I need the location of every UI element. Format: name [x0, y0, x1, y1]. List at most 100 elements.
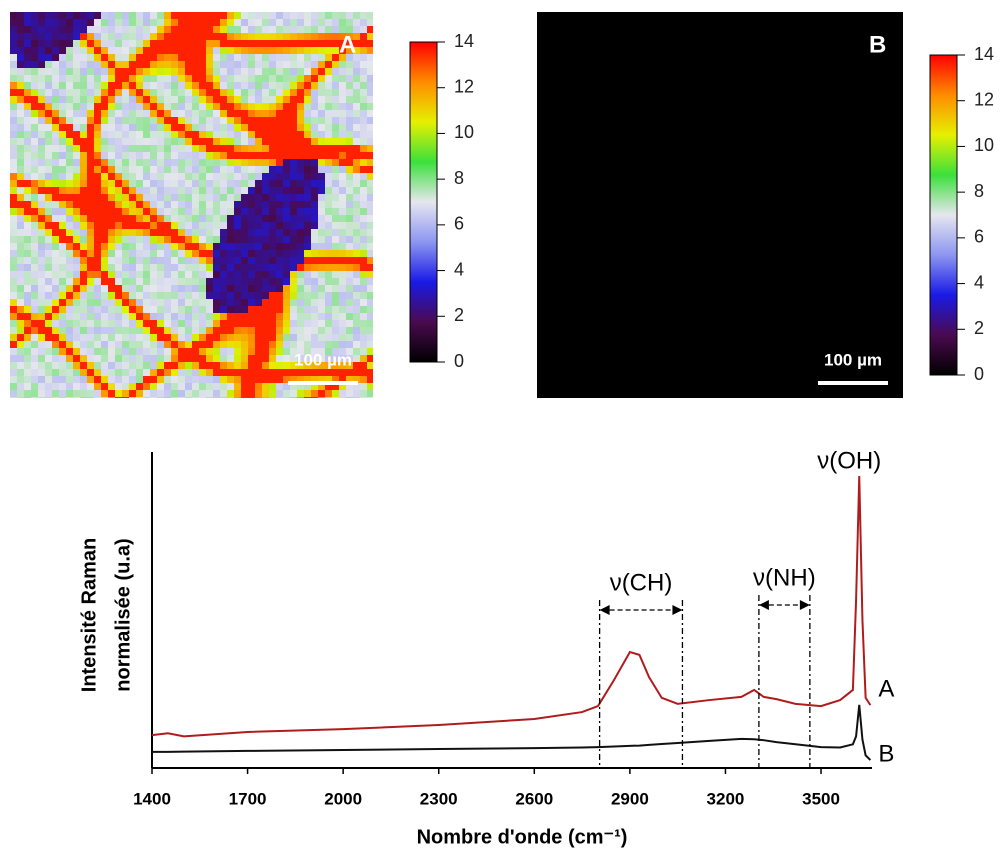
map-pixel	[45, 124, 52, 131]
map-pixel	[108, 369, 115, 376]
map-pixel	[136, 341, 143, 348]
map-pixel	[325, 173, 332, 180]
map-pixel	[248, 152, 255, 159]
map-pixel	[262, 341, 269, 348]
map-pixel	[206, 152, 213, 159]
map-pixel	[129, 229, 136, 236]
colorbar-tick-label: 2	[974, 318, 984, 338]
map-pixel	[59, 124, 66, 131]
map-pixel	[255, 264, 262, 271]
map-pixel	[220, 180, 227, 187]
map-pixel	[290, 285, 297, 292]
map-pixel	[38, 131, 45, 138]
map-pixel	[290, 229, 297, 236]
map-pixel	[346, 26, 353, 33]
map-pixel	[94, 12, 101, 19]
map-pixel	[101, 250, 108, 257]
map-pixel	[73, 103, 80, 110]
map-pixel	[311, 117, 318, 124]
map-pixel	[45, 341, 52, 348]
map-pixel	[87, 173, 94, 180]
map-pixel	[276, 369, 283, 376]
map-pixel	[248, 75, 255, 82]
map-pixel	[136, 75, 143, 82]
map-pixel	[115, 383, 122, 390]
map-pixel	[311, 271, 318, 278]
map-pixel	[297, 110, 304, 117]
map-pixel	[255, 208, 262, 215]
map-pixel	[220, 124, 227, 131]
map-pixel	[192, 180, 199, 187]
map-pixel	[157, 292, 164, 299]
map-pixel	[150, 341, 157, 348]
map-pixel	[31, 369, 38, 376]
map-pixel	[115, 278, 122, 285]
map-pixel	[10, 271, 17, 278]
map-pixel	[206, 292, 213, 299]
map-pixel	[276, 180, 283, 187]
map-pixel	[213, 327, 220, 334]
map-pixel	[122, 299, 129, 306]
map-pixel	[220, 110, 227, 117]
map-pixel	[143, 131, 150, 138]
map-pixel	[178, 236, 185, 243]
map-pixel	[101, 292, 108, 299]
map-pixel	[157, 19, 164, 26]
map-pixel	[262, 369, 269, 376]
map-pixel	[108, 96, 115, 103]
map-pixel	[164, 250, 171, 257]
map-pixel	[269, 33, 276, 40]
map-pixel	[122, 194, 129, 201]
series-label: B	[878, 740, 894, 767]
map-pixel	[10, 54, 17, 61]
map-pixel	[59, 61, 66, 68]
map-pixel	[129, 292, 136, 299]
map-pixel	[73, 33, 80, 40]
map-pixel	[206, 75, 213, 82]
map-pixel	[269, 82, 276, 89]
map-pixel	[283, 187, 290, 194]
map-pixel	[31, 257, 38, 264]
map-pixel	[360, 194, 367, 201]
map-pixel	[136, 215, 143, 222]
map-pixel	[31, 334, 38, 341]
map-pixel	[325, 306, 332, 313]
map-pixel	[185, 264, 192, 271]
map-pixel	[171, 383, 178, 390]
map-pixel	[52, 334, 59, 341]
map-pixel	[108, 145, 115, 152]
map-pixel	[276, 327, 283, 334]
map-pixel	[136, 369, 143, 376]
map-pixel	[353, 236, 360, 243]
map-pixel	[185, 390, 192, 397]
map-pixel	[66, 40, 73, 47]
map-pixel	[304, 236, 311, 243]
map-pixel	[87, 145, 94, 152]
map-pixel	[45, 26, 52, 33]
map-pixel	[346, 33, 353, 40]
x-tick-label: 2600	[515, 789, 553, 808]
map-pixel	[311, 40, 318, 47]
map-pixel	[192, 82, 199, 89]
map-pixel	[52, 236, 59, 243]
map-pixel	[318, 229, 325, 236]
map-pixel	[318, 257, 325, 264]
map-pixel	[269, 194, 276, 201]
map-pixel	[87, 180, 94, 187]
map-pixel	[339, 320, 346, 327]
map-pixel	[339, 19, 346, 26]
map-pixel	[199, 124, 206, 131]
map-pixel	[10, 61, 17, 68]
map-pixel	[87, 306, 94, 313]
map-pixel	[192, 236, 199, 243]
map-pixel	[115, 159, 122, 166]
map-pixel	[353, 229, 360, 236]
map-pixel	[192, 327, 199, 334]
map-pixel	[276, 124, 283, 131]
map-pixel	[220, 355, 227, 362]
map-pixel	[213, 271, 220, 278]
map-pixel	[311, 12, 318, 19]
map-pixel	[339, 103, 346, 110]
map-pixel	[101, 19, 108, 26]
map-pixel	[87, 243, 94, 250]
